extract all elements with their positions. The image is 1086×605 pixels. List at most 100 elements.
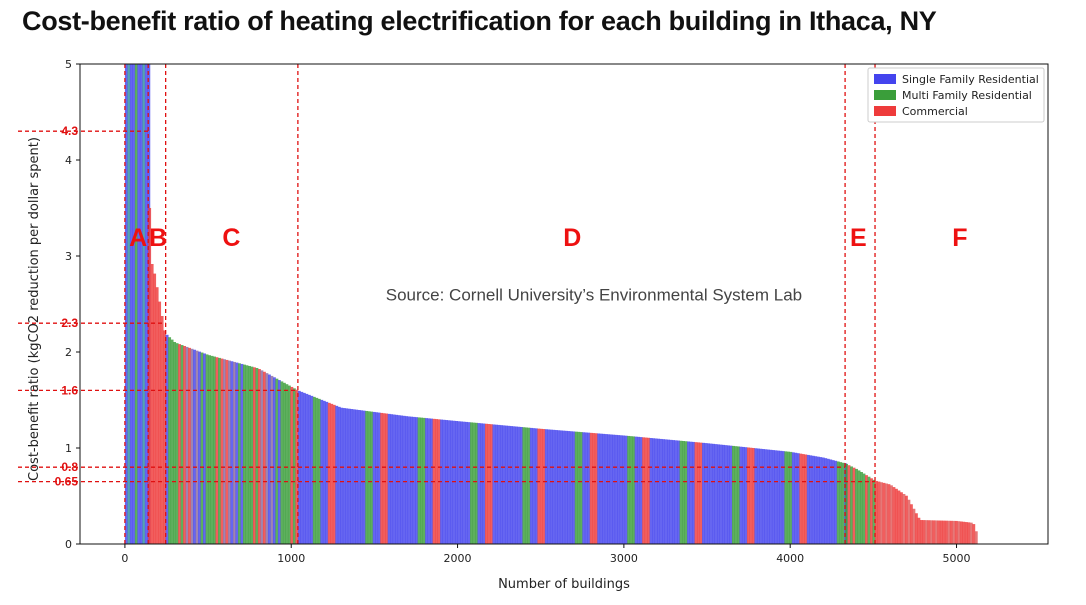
x-tick-label: 3000 bbox=[610, 552, 638, 565]
bar bbox=[247, 365, 251, 544]
bar bbox=[865, 475, 868, 544]
bar bbox=[577, 431, 581, 544]
bar bbox=[562, 430, 566, 544]
bar bbox=[954, 520, 958, 544]
bar bbox=[210, 355, 214, 544]
bar bbox=[882, 482, 886, 544]
bar bbox=[480, 423, 483, 544]
bar bbox=[617, 435, 621, 544]
bar bbox=[380, 412, 384, 544]
bar bbox=[914, 513, 918, 544]
chart-title: Cost-benefit ratio of heating electrific… bbox=[22, 6, 937, 36]
bar bbox=[714, 444, 718, 544]
bar bbox=[902, 493, 906, 544]
bar bbox=[375, 412, 379, 544]
bar bbox=[547, 429, 551, 544]
bar bbox=[542, 429, 546, 544]
bar bbox=[917, 517, 921, 544]
bar bbox=[509, 426, 513, 544]
bar bbox=[402, 415, 406, 544]
bar bbox=[831, 460, 835, 544]
bar bbox=[165, 334, 169, 544]
bar bbox=[285, 384, 289, 544]
bar bbox=[320, 399, 324, 544]
bar bbox=[504, 425, 508, 544]
bar bbox=[447, 420, 451, 544]
bar bbox=[604, 434, 608, 544]
bar bbox=[554, 430, 558, 544]
bar bbox=[395, 414, 399, 544]
bar bbox=[417, 417, 421, 544]
bar bbox=[228, 360, 231, 544]
bar bbox=[180, 345, 184, 544]
bar bbox=[382, 413, 386, 544]
bar bbox=[415, 417, 419, 544]
bar bbox=[599, 433, 603, 544]
bar bbox=[242, 364, 246, 544]
bar bbox=[397, 415, 401, 544]
bar bbox=[332, 404, 336, 544]
bar bbox=[624, 435, 628, 544]
bar bbox=[589, 432, 593, 544]
bar bbox=[602, 433, 606, 544]
bar bbox=[927, 520, 931, 544]
bar bbox=[629, 436, 633, 544]
bar bbox=[362, 410, 366, 544]
highlight-y-label: 0.8 bbox=[61, 460, 78, 474]
bar bbox=[465, 421, 468, 544]
bar bbox=[203, 353, 206, 544]
bar bbox=[612, 434, 616, 544]
bar bbox=[557, 430, 561, 544]
bar bbox=[789, 451, 793, 544]
bar bbox=[974, 531, 978, 544]
bar bbox=[470, 422, 473, 544]
bar bbox=[272, 377, 276, 544]
bar bbox=[230, 361, 234, 544]
bar bbox=[360, 410, 364, 544]
bar bbox=[579, 432, 583, 544]
bar bbox=[173, 342, 177, 544]
bar bbox=[534, 428, 538, 544]
bar bbox=[460, 421, 463, 544]
bar bbox=[195, 350, 199, 544]
bar bbox=[305, 393, 309, 544]
bar bbox=[662, 439, 666, 544]
bar bbox=[726, 445, 730, 544]
bar bbox=[302, 392, 306, 544]
bar bbox=[537, 428, 541, 544]
bar bbox=[622, 435, 626, 544]
bar bbox=[702, 442, 705, 544]
bar bbox=[427, 418, 431, 544]
bar bbox=[549, 429, 553, 544]
bar bbox=[129, 64, 133, 544]
legend-entry-label: Commercial bbox=[902, 105, 968, 118]
bar bbox=[240, 363, 244, 544]
bar bbox=[919, 520, 923, 544]
bar bbox=[275, 378, 279, 544]
bar bbox=[850, 466, 853, 544]
bar bbox=[684, 441, 688, 544]
bar bbox=[722, 444, 725, 544]
bar bbox=[267, 374, 271, 544]
bar bbox=[712, 443, 715, 544]
bar bbox=[497, 424, 501, 544]
bar bbox=[786, 451, 790, 544]
bar bbox=[355, 409, 359, 544]
bar bbox=[959, 521, 963, 544]
bar bbox=[539, 428, 543, 544]
bar bbox=[967, 522, 971, 544]
bar bbox=[357, 410, 361, 544]
bar bbox=[489, 424, 493, 544]
bar bbox=[567, 431, 571, 544]
bar bbox=[390, 414, 394, 544]
segment-label: D bbox=[563, 224, 581, 252]
bar bbox=[584, 432, 588, 544]
bar bbox=[872, 479, 876, 544]
bar bbox=[657, 438, 661, 544]
bar bbox=[771, 450, 775, 544]
bar bbox=[435, 419, 438, 544]
bar bbox=[544, 429, 548, 544]
bar bbox=[632, 436, 636, 544]
legend-swatch bbox=[874, 90, 896, 100]
bar bbox=[155, 287, 159, 544]
